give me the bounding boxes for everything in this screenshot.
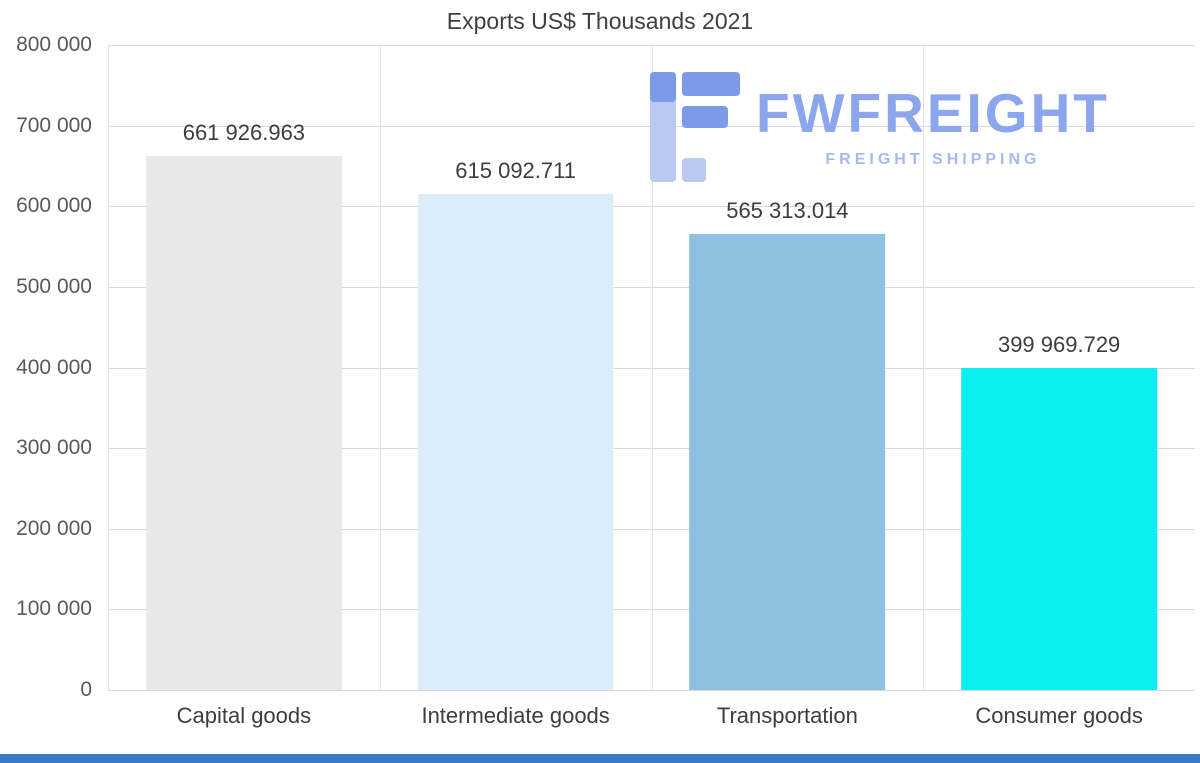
- y-axis-label: 800 000: [16, 33, 92, 56]
- y-axis-label: 300 000: [16, 436, 92, 460]
- fwfreight-logo-icon: [650, 72, 740, 182]
- y-axis-label: 400 000: [16, 355, 92, 379]
- plot-area: 661 926.963 615 092.711 565 313.014 399 969…: [108, 45, 1195, 691]
- watermark-brand: FWFREIGHT: [756, 82, 1110, 144]
- bar-column: 661 926.963: [108, 45, 380, 690]
- footer-band: [0, 754, 1200, 763]
- y-axis-label: 100 000: [16, 597, 92, 621]
- gridline-vertical: [379, 45, 381, 690]
- bar-column: 565 313.014: [652, 45, 924, 690]
- y-axis-label: 0: [80, 678, 92, 701]
- gridline-vertical: [108, 45, 109, 690]
- bar-value-label: 661 926.963: [182, 120, 306, 146]
- y-axis-label: 500 000: [16, 274, 92, 298]
- gridline-vertical: [651, 45, 653, 690]
- bar: [417, 194, 614, 690]
- bar-value-label: 399 969.729: [997, 331, 1121, 357]
- bars: 661 926.963 615 092.711 565 313.014 399 969…: [108, 45, 1195, 690]
- category-label: Transportation: [716, 703, 858, 728]
- gridline-vertical: [923, 45, 925, 690]
- bar-value-label: 565 313.014: [726, 198, 849, 224]
- y-axis: 0 100 000 200 000 300 000 400 000 500 000 600 …: [0, 33, 98, 701]
- category-label: Consumer goods: [975, 703, 1143, 728]
- bar-value-label: 615 092.711: [455, 158, 576, 184]
- bar-column: 399 969.729: [923, 45, 1195, 690]
- gridline-horizontal: [108, 690, 1195, 691]
- bar: [961, 367, 1157, 690]
- chart-title: Exports US$ Thousands 2021: [446, 8, 754, 34]
- category-label: Intermediate goods: [421, 703, 610, 728]
- y-axis-label: 200 000: [16, 516, 92, 540]
- x-axis: Capital goods Intermediate goods Transport…: [108, 703, 1195, 729]
- y-axis-label: 600 000: [16, 194, 92, 218]
- bar: [146, 156, 342, 690]
- watermark: FWFREIGHT FREIGHT SHIPPING: [650, 68, 1110, 186]
- bar-column: 615 092.711: [380, 45, 652, 690]
- watermark-text: FWFREIGHT FREIGHT SHIPPING: [756, 68, 1110, 169]
- watermark-tagline: FREIGHT SHIPPING: [825, 151, 1041, 168]
- category-label: Capital goods: [176, 703, 312, 728]
- y-axis-label: 700 000: [16, 113, 92, 137]
- bar: [689, 234, 886, 690]
